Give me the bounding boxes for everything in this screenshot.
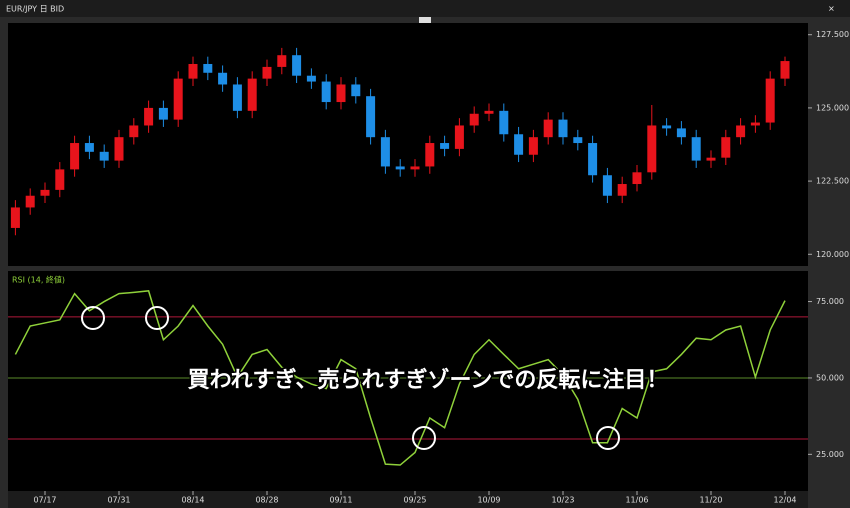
candle-body <box>232 84 242 111</box>
candle-body <box>780 61 790 79</box>
candle-body <box>558 119 568 138</box>
y-tick-label: 25.000 <box>816 450 844 459</box>
x-tick-label: 12/04 <box>773 496 796 505</box>
candle-body <box>366 96 376 138</box>
y-tick-label: 75.000 <box>816 297 844 306</box>
candle-body <box>573 137 583 144</box>
candle-body <box>499 110 509 135</box>
x-tick-label: 10/23 <box>551 496 574 505</box>
candle-body <box>55 169 65 190</box>
candle-body <box>277 55 287 67</box>
x-tick-label: 11/20 <box>699 496 722 505</box>
candle-body <box>632 172 642 185</box>
candle-body <box>765 78 775 123</box>
candle-body <box>469 113 479 126</box>
annotation: 買われすぎ、売られすぎゾーンでの反転に注目！ <box>188 367 669 393</box>
candle-body <box>380 137 390 167</box>
price-pane <box>8 23 808 266</box>
x-tick-label: 07/31 <box>107 496 130 505</box>
candle-body <box>691 137 701 161</box>
candle-body <box>662 125 672 129</box>
x-tick-label: 10/09 <box>477 496 500 505</box>
candle-body <box>10 207 20 228</box>
candle-body <box>292 55 302 76</box>
candle-body <box>617 184 627 196</box>
candle-body <box>306 75 316 82</box>
x-tick-label: 07/17 <box>33 496 56 505</box>
candle-body <box>676 128 686 138</box>
candle-body <box>84 143 94 152</box>
highlight-circle <box>412 426 436 450</box>
candle-body <box>262 66 272 79</box>
candle-body <box>543 119 553 138</box>
candle-body <box>144 107 154 126</box>
candle-body <box>40 189 50 196</box>
rsi-line <box>14 290 786 466</box>
x-tick-label: 09/11 <box>329 496 352 505</box>
highlight-circle <box>81 306 105 330</box>
candle-body <box>218 72 228 85</box>
candle-body <box>129 125 139 138</box>
candle-body <box>425 143 435 167</box>
candle-body <box>188 63 198 79</box>
rsi-pane <box>8 271 808 491</box>
candle-body <box>158 107 168 120</box>
candle-body <box>114 137 124 161</box>
collapse-button[interactable] <box>419 17 431 23</box>
x-tick-label: 08/14 <box>181 496 204 505</box>
candle-body <box>70 143 80 170</box>
rsi-title: RSI (14, 終値) <box>12 275 65 285</box>
candle-body <box>440 143 450 149</box>
candle-body <box>647 125 657 173</box>
candle-body <box>736 125 746 138</box>
x-tick-label: 11/06 <box>625 496 648 505</box>
candle-body <box>410 166 420 170</box>
candle-body <box>602 175 612 196</box>
y-tick-label: 122.500 <box>816 177 849 186</box>
highlight-circle <box>145 306 169 330</box>
title-bar <box>0 0 850 17</box>
candle-body <box>721 137 731 158</box>
candle-body <box>514 134 524 155</box>
candle-body <box>395 166 405 170</box>
candle-body <box>588 143 598 176</box>
candle-body <box>321 81 331 103</box>
candle-body <box>99 151 109 161</box>
x-tick-label: 09/25 <box>403 496 426 505</box>
candle-body <box>173 78 183 120</box>
candle-body <box>528 137 538 155</box>
candle-body <box>247 78 257 111</box>
candle-body <box>203 63 213 73</box>
chart-title: EUR/JPY 日 BID <box>6 5 64 14</box>
candle-body <box>750 122 760 126</box>
y-tick-label: 120.000 <box>816 250 849 259</box>
marks: 120.000 122.500 125.000 127.500 07/17 07/31 08… <box>8 30 849 505</box>
candle-body <box>351 84 361 97</box>
y-tick-label: 125.000 <box>816 103 849 112</box>
x-tick-label: 08/28 <box>255 496 278 505</box>
candle-body <box>25 195 35 208</box>
y-tick-label: 50.000 <box>816 373 844 382</box>
candle-body <box>454 125 464 149</box>
x-axis-bar <box>8 491 808 508</box>
highlight-circle <box>596 426 620 450</box>
candle-body <box>706 157 716 161</box>
y-tick-label: 127.500 <box>816 30 849 39</box>
candle-body <box>336 84 346 103</box>
circles <box>81 306 620 450</box>
candle-body <box>484 110 494 114</box>
close-button[interactable]: ✕ <box>828 5 835 14</box>
